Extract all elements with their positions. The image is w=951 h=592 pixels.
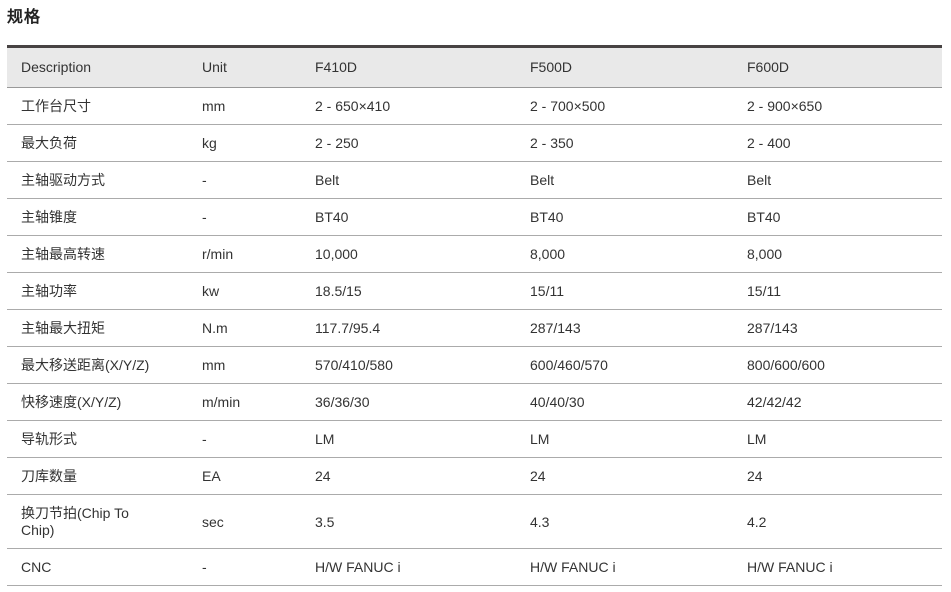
cell: 4.3 (516, 494, 733, 549)
cell: 24 (516, 457, 733, 495)
cell: 15/11 (516, 272, 733, 310)
cell: 15/11 (733, 272, 942, 310)
cell: 287/143 (516, 309, 733, 347)
cell: - (188, 420, 301, 458)
cell: - (188, 548, 301, 586)
cell: 4.2 (733, 494, 942, 549)
cell: 18.5/15 (301, 272, 516, 310)
cell: 2 - 700×500 (516, 87, 733, 125)
page-title: 规格 (7, 9, 42, 26)
row-label: 快移速度(X/Y/Z) (7, 383, 188, 421)
cell: 2 - 650×410 (301, 87, 516, 125)
cell: - (188, 161, 301, 199)
cell: H/W FANUC i (301, 548, 516, 586)
cell: Belt (516, 161, 733, 199)
row-label: CNC (7, 548, 188, 586)
spec-table: Description Unit F410D F500D F600D 工作台尺寸 mm 2 … (7, 45, 942, 586)
cell: 117.7/95.4 (301, 309, 516, 347)
cell: H/W FANUC i (733, 548, 942, 586)
table-row: 最大负荷 kg 2 - 250 2 - 350 2 - 400 (7, 124, 942, 162)
cell: 800/600/600 (733, 346, 942, 384)
table-row: 主轴驱动方式 - Belt Belt Belt (7, 161, 942, 199)
cell: 40/40/30 (516, 383, 733, 421)
table-row: 刀库数量 EA 24 24 24 (7, 457, 942, 495)
cell: LM (516, 420, 733, 458)
cell: 570/410/580 (301, 346, 516, 384)
cell: BT40 (301, 198, 516, 236)
cell: m/min (188, 383, 301, 421)
cell: 287/143 (733, 309, 942, 347)
cell: Belt (733, 161, 942, 199)
row-label: 最大负荷 (7, 124, 188, 162)
table-row: 主轴功率 kw 18.5/15 15/11 15/11 (7, 272, 942, 310)
cell: N.m (188, 309, 301, 347)
row-label: 主轴最高转速 (7, 235, 188, 273)
cell: H/W FANUC i (516, 548, 733, 586)
cell: 600/460/570 (516, 346, 733, 384)
cell: sec (188, 494, 301, 549)
cell: 24 (301, 457, 516, 495)
cell: 2 - 350 (516, 124, 733, 162)
table-row: 工作台尺寸 mm 2 - 650×410 2 - 700×500 2 - 900×650 (7, 87, 942, 125)
row-label: 导轨形式 (7, 420, 188, 458)
table-row: 快移速度(X/Y/Z) m/min 36/36/30 40/40/30 42/42/42 (7, 383, 942, 421)
row-label: 刀库数量 (7, 457, 188, 495)
row-label: 主轴最大扭矩 (7, 309, 188, 347)
table-header: Description Unit F410D F500D F600D (7, 46, 942, 88)
column-header: Description (7, 46, 188, 88)
row-label: 换刀节拍(Chip To Chip) (7, 494, 188, 549)
cell: 24 (733, 457, 942, 495)
row-label: 主轴驱动方式 (7, 161, 188, 199)
table-row: 导轨形式 - LM LM LM (7, 420, 942, 458)
cell: LM (301, 420, 516, 458)
cell: mm (188, 346, 301, 384)
cell: Belt (301, 161, 516, 199)
cell: mm (188, 87, 301, 125)
table-row: 主轴锥度 - BT40 BT40 BT40 (7, 198, 942, 236)
row-label: 主轴功率 (7, 272, 188, 310)
cell: 2 - 900×650 (733, 87, 942, 125)
row-label: 主轴锥度 (7, 198, 188, 236)
column-header: Unit (188, 46, 301, 88)
table-row: 主轴最大扭矩 N.m 117.7/95.4 287/143 287/143 (7, 309, 942, 347)
cell: 2 - 250 (301, 124, 516, 162)
cell: - (188, 198, 301, 236)
cell: kg (188, 124, 301, 162)
row-label: 最大移送距离(X/Y/Z) (7, 346, 188, 384)
cell: 2 - 400 (733, 124, 942, 162)
table-header-row: Description Unit F410D F500D F600D (7, 46, 942, 88)
cell: r/min (188, 235, 301, 273)
table-body: 工作台尺寸 mm 2 - 650×410 2 - 700×500 2 - 900×650… (7, 87, 942, 586)
cell: LM (733, 420, 942, 458)
cell: EA (188, 457, 301, 495)
cell: 8,000 (733, 235, 942, 273)
cell: 36/36/30 (301, 383, 516, 421)
column-header: F410D (301, 46, 516, 88)
cell: 8,000 (516, 235, 733, 273)
column-header: F600D (733, 46, 942, 88)
table-row: 换刀节拍(Chip To Chip) sec 3.5 4.3 4.2 (7, 494, 942, 549)
row-label: 工作台尺寸 (7, 87, 188, 125)
cell: 42/42/42 (733, 383, 942, 421)
table-row: 主轴最高转速 r/min 10,000 8,000 8,000 (7, 235, 942, 273)
table-row: 最大移送距离(X/Y/Z) mm 570/410/580 600/460/570 800… (7, 346, 942, 384)
table-row: CNC - H/W FANUC i H/W FANUC i H/W FANUC i (7, 548, 942, 586)
cell: BT40 (733, 198, 942, 236)
column-header: F500D (516, 46, 733, 88)
cell: 10,000 (301, 235, 516, 273)
cell: kw (188, 272, 301, 310)
cell: BT40 (516, 198, 733, 236)
cell: 3.5 (301, 494, 516, 549)
